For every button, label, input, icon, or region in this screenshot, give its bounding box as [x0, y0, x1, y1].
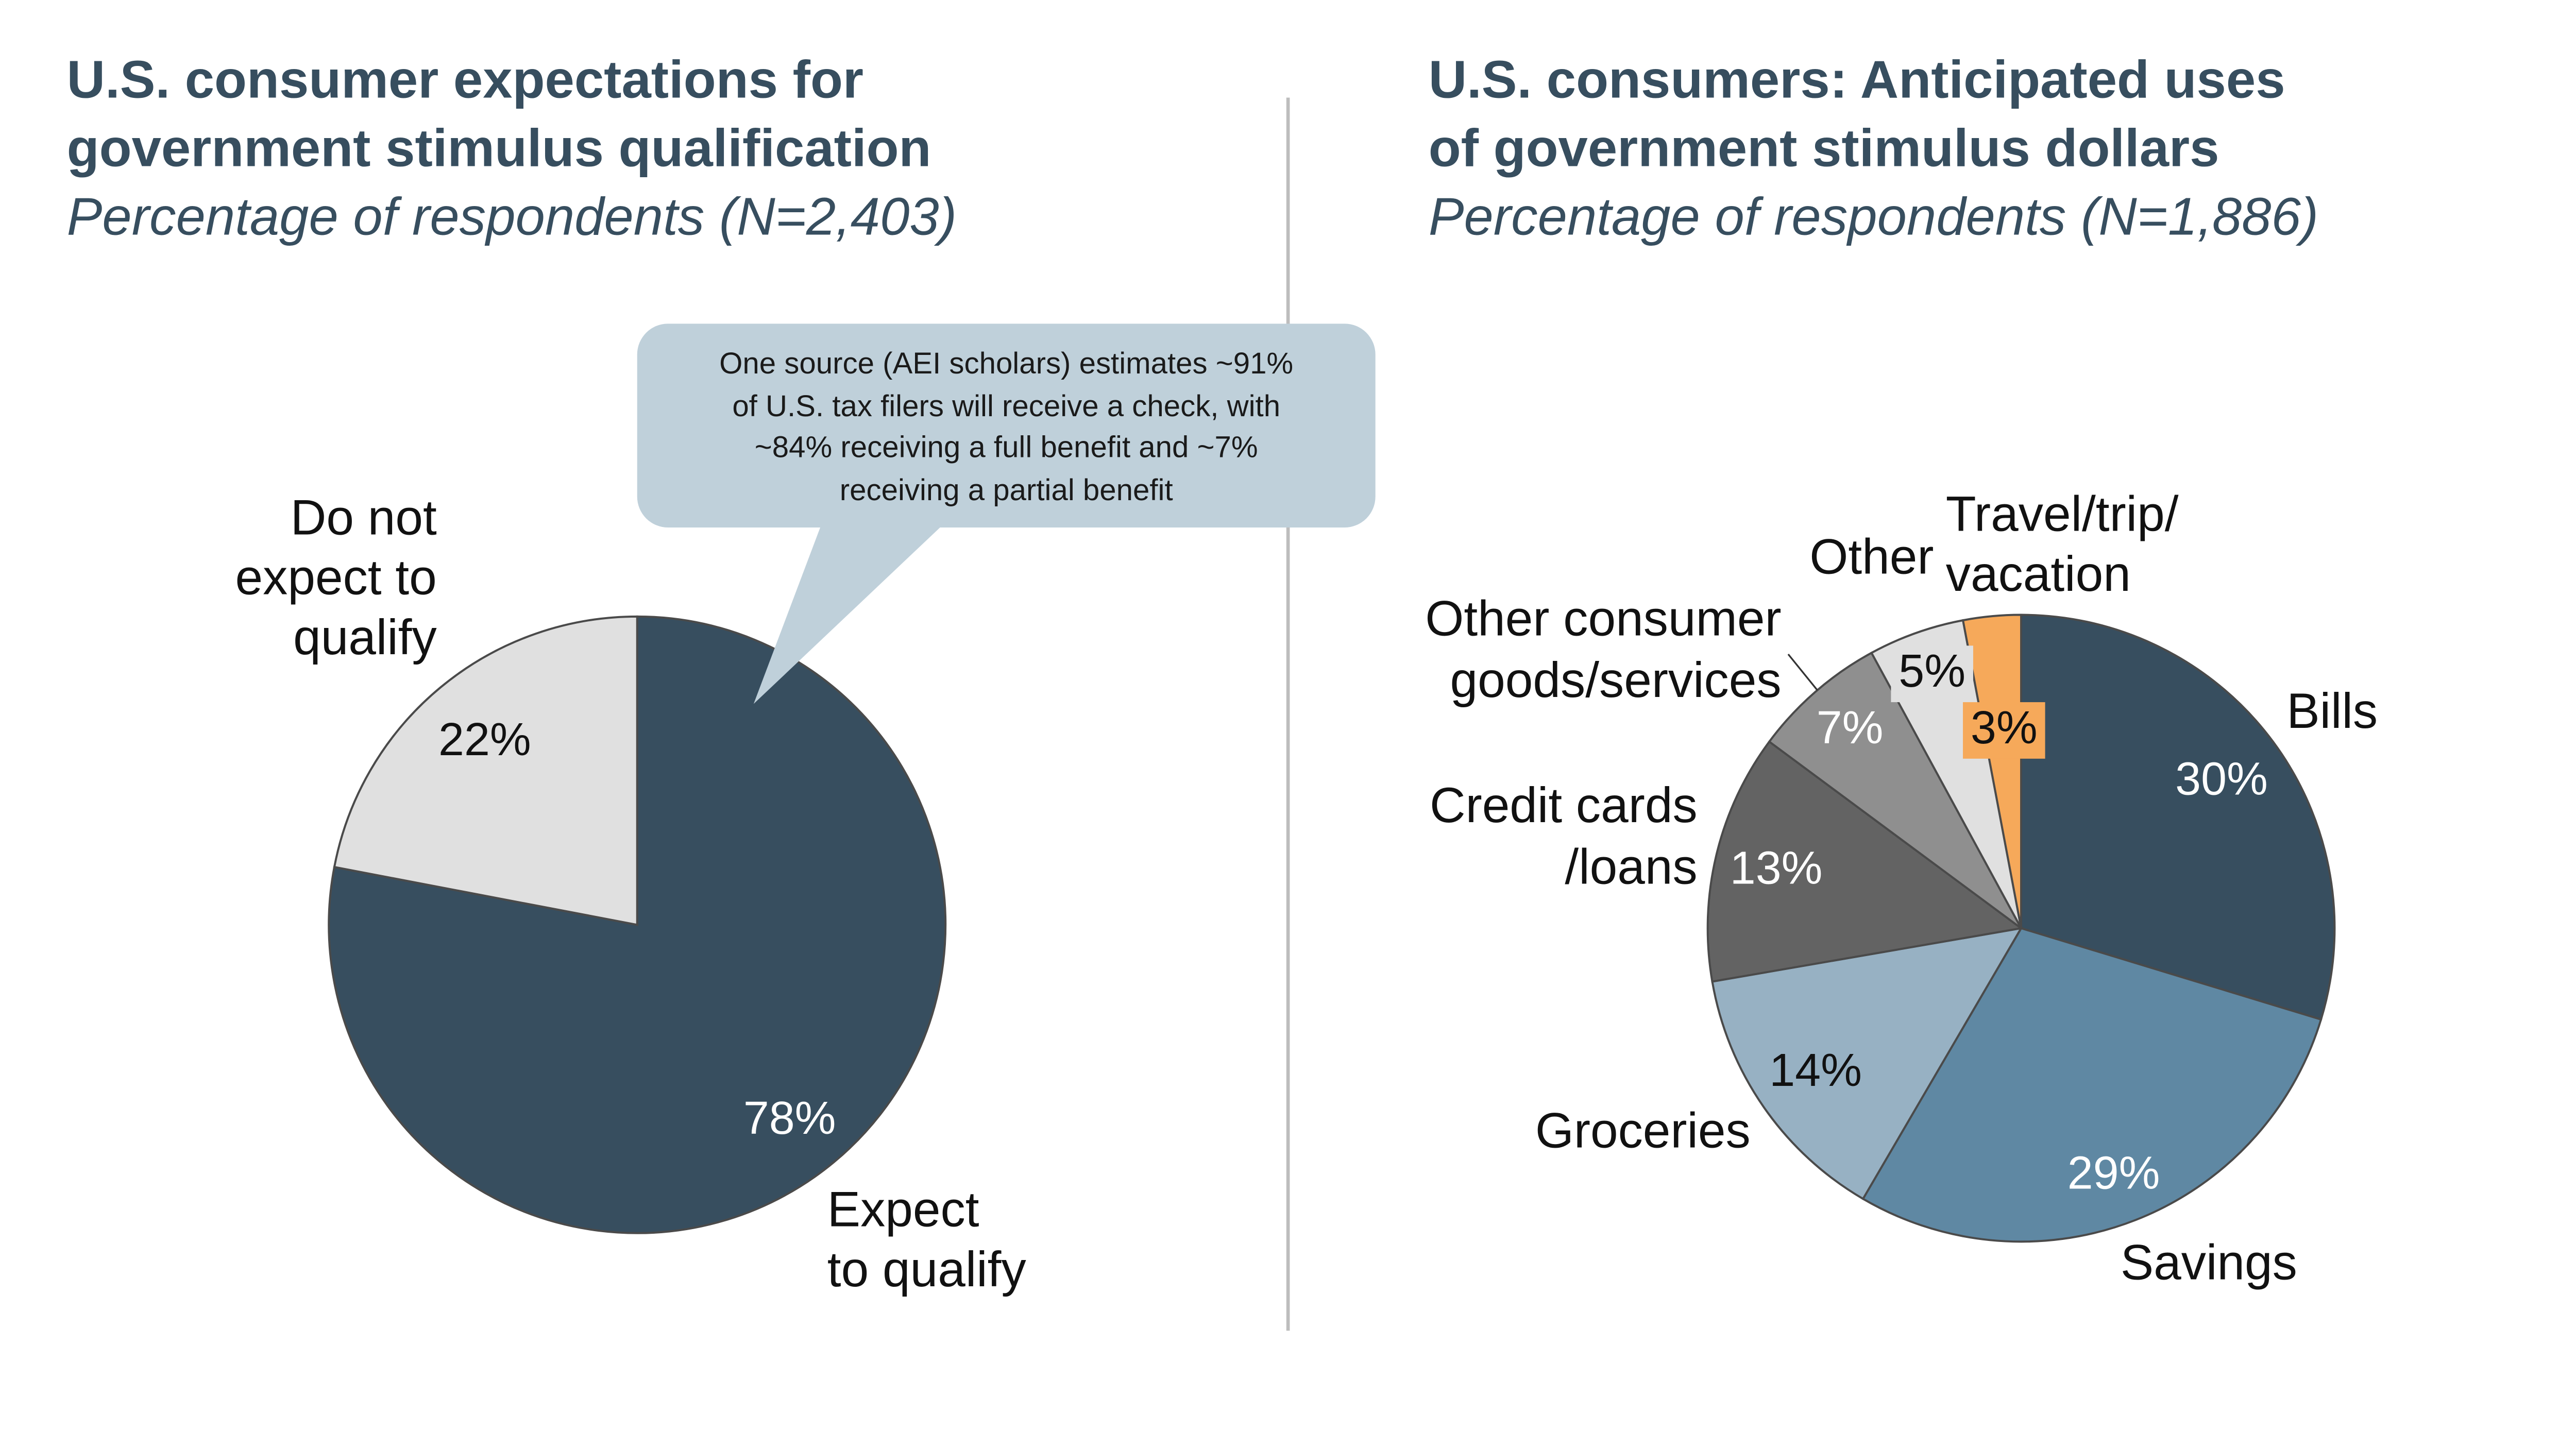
value-label-bills: 30%: [2175, 754, 2268, 805]
value-label-credit-cards-loans: 13%: [1730, 842, 1823, 894]
category-label-credit-cards-loans: Credit cards/loans: [1430, 778, 1698, 895]
value-label-groceries: 14%: [1769, 1045, 1862, 1096]
category-label-other: Other: [1809, 530, 1934, 585]
pie-slice-savings: [1861, 927, 2323, 1243]
value-label-do-not-expect-to-qualify: 22%: [438, 714, 531, 765]
right-subtitle: Percentage of respondents (N=1,886): [1428, 186, 2319, 247]
pie-chart-qualification: 78% 22% Expect to qualify Do not expect to qua…: [235, 490, 1027, 1297]
pie-chart-stimulus-uses: 30% 29% 14% 13% 7% 5%3% Bills Savings Groceries C…: [1425, 487, 2378, 1290]
left-title-line1: U.S. consumer expectations for: [66, 49, 864, 110]
value-label-savings: 29%: [2067, 1147, 2160, 1199]
callout-box: [637, 324, 1376, 527]
pie-slice-other-consumer-goods-services: [1768, 651, 2022, 929]
value-label-travel-trip-vacation: 3%: [1971, 702, 2038, 754]
callout-line-3: ~84% receiving a full benefit and ~7%: [754, 430, 1258, 464]
pie-slice-travel-trip-vacation: [1961, 614, 2023, 929]
callout-line-2: of U.S. tax filers will receive a check,…: [732, 388, 1281, 422]
callout-line-1: One source (AEI scholars) estimates ~91%: [719, 346, 1294, 381]
category-label-savings: Savings: [2121, 1235, 2297, 1290]
callout-text: One source (AEI scholars) estimates ~91%…: [651, 343, 1362, 510]
category-label-other-consumer-goods-services: Other consumer goods/services: [1425, 591, 1781, 708]
category-label-travel-trip-vacation: Travel/trip/vacation: [1946, 487, 2179, 602]
value-label-bg-travel-trip-vacation: [1962, 702, 2045, 759]
left-subtitle: Percentage of respondents (N=2,403): [66, 186, 957, 247]
value-label-expect-to-qualify: 78%: [743, 1093, 836, 1144]
callout-line-4: receiving a partial benefit: [839, 471, 1173, 506]
pie-slice-credit-cards-loans: [1706, 740, 2024, 983]
category-label-groceries: Groceries: [1535, 1103, 1751, 1158]
pie-slice-bills: [2020, 614, 2336, 1021]
left-title-line2: government stimulus qualification: [66, 118, 931, 178]
right-title-line1: U.S. consumers: Anticipated uses: [1428, 49, 2285, 110]
right-title-line2: of government stimulus dollars: [1428, 118, 2219, 178]
category-label-do-not-expect-to-qualify: Do not expect to qualify: [235, 490, 437, 665]
category-label-expect-to-qualify: Expect to qualify: [827, 1182, 1027, 1297]
value-label-bg-other: [1891, 645, 1973, 703]
pie-slice-groceries: [1711, 927, 2023, 1200]
value-label-other-consumer-goods-services: 7%: [1817, 702, 1884, 754]
category-label-bills: Bills: [2286, 684, 2378, 739]
pie-slice-do-not-expect-to-qualify: [333, 615, 638, 926]
value-label-other: 5%: [1899, 645, 1965, 697]
callout-pointer: [753, 522, 946, 704]
panel-divider: [1286, 97, 1289, 1331]
leader-line-other-consumer-goods-services: [1787, 653, 1818, 691]
